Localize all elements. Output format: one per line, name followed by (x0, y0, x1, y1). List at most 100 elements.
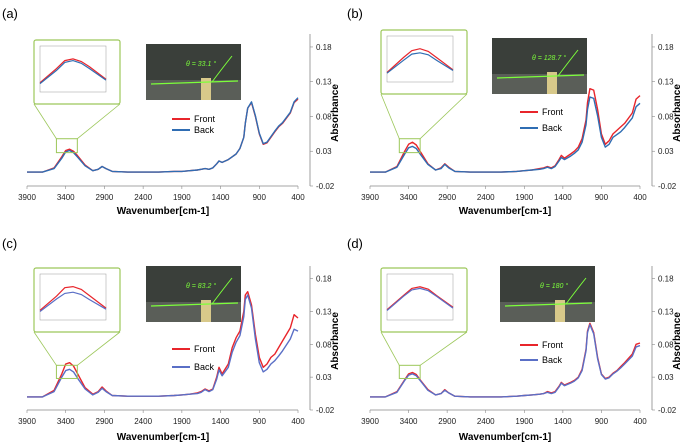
inset-frame (33, 39, 121, 105)
y-axis-title: Absorbance (330, 84, 341, 142)
inset-frame (380, 267, 468, 333)
inset-line-back (39, 59, 107, 85)
inset-line-back (386, 52, 454, 74)
inset-line-front (39, 58, 107, 84)
photo-angle-arc (211, 55, 233, 83)
zoom-connector (419, 93, 468, 140)
photo-ground (146, 80, 241, 100)
inset-line-front (386, 286, 454, 311)
contact-angle-label: θ = 180 ° (540, 282, 568, 290)
inset-axes (39, 273, 107, 321)
x-axis-title: Wavenumber[cm-1] (117, 432, 209, 443)
zoom-box (55, 364, 78, 379)
inset-plot (33, 267, 121, 333)
panel-label: (a) (2, 6, 18, 21)
photo-ground (500, 302, 595, 322)
y-tick-label: 0.13 (316, 78, 332, 87)
x-tick-label: 3400 (400, 417, 418, 426)
y-tick-label: 0.18 (658, 275, 674, 284)
y-tick-label: 0.18 (658, 43, 674, 52)
contact-angle-label: θ = 33.1 ° (186, 60, 216, 68)
x-tick-label: 400 (291, 417, 305, 426)
panel-label: (c) (2, 236, 17, 251)
panel-label: (d) (347, 236, 363, 251)
y-tick-label: 0.13 (316, 307, 332, 316)
x-tick-label: 2900 (438, 417, 456, 426)
legend: Front Back (520, 107, 564, 133)
x-tick-label: 1900 (173, 417, 191, 426)
photo-sample-holder (547, 72, 557, 94)
inset-plot (380, 29, 468, 95)
inset-line-front (386, 48, 454, 73)
y-tick-label: 0.03 (316, 147, 332, 156)
y-tick-label: 0.08 (316, 340, 332, 349)
zoom-connector (33, 103, 57, 139)
x-tick-label: 1400 (212, 417, 230, 426)
x-axis-title: Wavenumber[cm-1] (459, 432, 551, 443)
zoom-connector (380, 93, 400, 139)
y-tick-label: 0.03 (316, 373, 332, 382)
photo-sample-holder (201, 78, 211, 100)
inset-plot (33, 39, 121, 105)
legend-label-front: Front (194, 344, 216, 354)
panel-3: (c) 3900 3400 2900 2400 1900 1400 900 400 0.18 0.1… (2, 236, 341, 443)
y-tick-label: 0.03 (658, 147, 674, 156)
y-tick-label: -0.02 (316, 406, 335, 415)
contact-angle-photo: θ = 83.2 ° (146, 266, 241, 322)
x-tick-label: 3400 (57, 417, 75, 426)
x-tick-label: 1900 (173, 193, 191, 202)
contact-angle-photo: θ = 180 ° (500, 266, 595, 322)
contact-angle-photo: θ = 33.1 ° (146, 44, 241, 100)
x-tick-label: 900 (253, 417, 267, 426)
panel-4: (d) 3900 3400 2900 2400 1900 1400 900 400 0.18 0.1… (347, 236, 683, 443)
y-tick-label: -0.02 (658, 406, 677, 415)
x-tick-label: 2400 (477, 417, 495, 426)
photo-baseline (150, 80, 239, 85)
x-tick-label: 1400 (212, 193, 230, 202)
x-tick-label: 400 (633, 417, 647, 426)
x-tick-label: 1400 (554, 193, 572, 202)
x-tick-label: 1400 (554, 417, 572, 426)
x-tick-label: 1900 (515, 417, 533, 426)
legend-label-back: Back (542, 355, 563, 365)
legend: Front Back (520, 340, 564, 365)
panel-2: (b) 3900 3400 2900 2400 1900 1400 900 400 0.18 0.1… (347, 6, 683, 217)
photo-angle-arc (557, 49, 579, 77)
legend-label-back: Back (194, 362, 215, 372)
zoom-connector (380, 331, 400, 366)
contact-angle-label: θ = 128.7 ° (532, 54, 566, 62)
inset-frame (33, 267, 121, 333)
series-line-back (27, 97, 299, 173)
legend-label-back: Back (542, 123, 563, 133)
inset-line-back (39, 291, 107, 312)
y-tick-label: -0.02 (316, 182, 335, 191)
x-tick-label: 3400 (57, 193, 75, 202)
photo-angle-arc (211, 277, 233, 305)
photo-ground (146, 302, 241, 322)
y-axis-title: Absorbance (672, 312, 683, 370)
x-tick-label: 3900 (18, 193, 36, 202)
x-tick-label: 2400 (134, 417, 152, 426)
legend-label-front: Front (542, 107, 564, 117)
y-tick-label: 0.08 (658, 112, 674, 121)
series-line-front (370, 322, 641, 398)
zoom-box (398, 364, 421, 379)
legend-label-front: Front (194, 114, 216, 124)
photo-baseline (150, 302, 239, 307)
y-tick-label: 0.13 (658, 78, 674, 87)
y-axis-title: Absorbance (672, 84, 683, 142)
inset-axes (386, 273, 454, 321)
x-tick-label: 2900 (96, 417, 114, 426)
x-tick-label: 2900 (96, 193, 114, 202)
y-tick-label: 0.18 (316, 275, 332, 284)
legend: Front Back (172, 344, 216, 372)
contact-angle-photo: θ = 128.7 ° (492, 38, 587, 94)
x-tick-label: 900 (595, 193, 609, 202)
x-tick-label: 1900 (515, 193, 533, 202)
inset-plot (380, 267, 468, 333)
zoom-connector (419, 331, 468, 366)
zoom-connector (33, 331, 57, 366)
x-tick-label: 3900 (361, 417, 379, 426)
photo-baseline (496, 74, 585, 79)
x-tick-label: 400 (633, 193, 647, 202)
